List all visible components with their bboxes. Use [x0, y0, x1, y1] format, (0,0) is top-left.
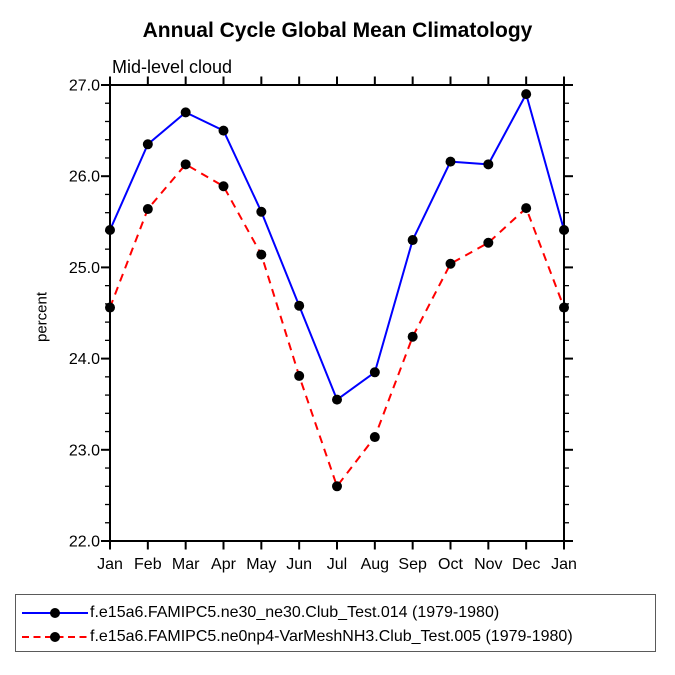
- data-point-marker-series2: [445, 258, 456, 269]
- x-tick-label: Jan: [551, 556, 577, 573]
- data-point-marker-series1: [559, 225, 569, 236]
- plot-frame: [109, 84, 565, 542]
- data-point-marker-series2: [559, 302, 569, 313]
- data-point-marker-series1: [407, 235, 418, 246]
- data-point-marker-series1: [105, 225, 115, 236]
- data-point-marker-series2: [105, 302, 115, 313]
- data-point-marker-series1: [521, 89, 532, 100]
- legend-entry-case2: f.e15a6.FAMIPC5.ne0np4-VarMeshNH3.Club_T…: [22, 625, 655, 649]
- y-tick-label: 23.0: [69, 442, 100, 459]
- legend-label-case2: f.e15a6.FAMIPC5.ne0np4-VarMeshNH3.Club_T…: [90, 628, 573, 645]
- data-point-marker-series2: [521, 203, 532, 214]
- data-point-marker-series1: [294, 300, 305, 311]
- data-point-marker-series2: [180, 159, 191, 170]
- legend-marker-icon: [50, 608, 60, 618]
- series-line-2: [109, 163, 565, 488]
- chart-subtitle: Mid-level cloud: [112, 57, 233, 77]
- data-point-marker-series1: [256, 206, 267, 217]
- x-tick-label: Mar: [172, 556, 200, 573]
- legend-box: f.e15a6.FAMIPC5.ne30_ne30.Club_Test.014 …: [15, 594, 656, 652]
- data-point-marker-series2: [256, 249, 267, 260]
- data-point-marker-series1: [483, 159, 494, 170]
- x-tick-label: Jun: [286, 556, 312, 573]
- data-point-marker-series2: [369, 432, 380, 443]
- data-point-marker-series1: [218, 125, 229, 136]
- y-tick-label: 25.0: [69, 260, 100, 277]
- legend-entry-case1: f.e15a6.FAMIPC5.ne30_ne30.Club_Test.014 …: [22, 601, 655, 625]
- x-tick-label: Feb: [134, 556, 162, 573]
- x-tick-label: Nov: [474, 556, 502, 573]
- data-point-marker-series1: [142, 139, 153, 150]
- x-tick-label: Apr: [211, 556, 237, 573]
- x-tick-label: Dec: [512, 556, 540, 573]
- chart-title: Annual Cycle Global Mean Climatology: [142, 19, 533, 42]
- x-tick-label: Oct: [438, 556, 463, 573]
- legend-marker-icon: [50, 632, 60, 642]
- series-line-1: [109, 93, 565, 401]
- data-point-marker-series2: [218, 181, 229, 192]
- legend-line-sample-dashed: [22, 632, 88, 642]
- y-tick-label: 24.0: [69, 351, 100, 368]
- y-tick-label: 27.0: [69, 78, 100, 95]
- data-point-marker-series2: [332, 481, 342, 492]
- x-tick-label: Aug: [361, 556, 389, 573]
- legend-line-sample-solid: [22, 608, 88, 618]
- data-point-marker-series1: [332, 394, 342, 405]
- y-tick-label: 26.0: [69, 169, 100, 186]
- data-point-marker-series2: [294, 370, 305, 381]
- y-tick-label: 22.0: [69, 534, 100, 551]
- x-tick-label: Jan: [97, 556, 123, 573]
- data-point-marker-series1: [369, 367, 380, 378]
- x-tick-label: Jul: [327, 556, 347, 573]
- data-point-marker-series1: [445, 156, 456, 167]
- data-point-marker-series2: [483, 237, 494, 248]
- data-point-marker-series2: [407, 331, 418, 342]
- data-point-marker-series2: [142, 204, 153, 215]
- data-point-marker-series1: [180, 107, 191, 118]
- legend-label-case1: f.e15a6.FAMIPC5.ne30_ne30.Club_Test.014 …: [90, 604, 500, 621]
- x-tick-label: May: [246, 556, 276, 573]
- x-tick-label: Sep: [398, 556, 427, 573]
